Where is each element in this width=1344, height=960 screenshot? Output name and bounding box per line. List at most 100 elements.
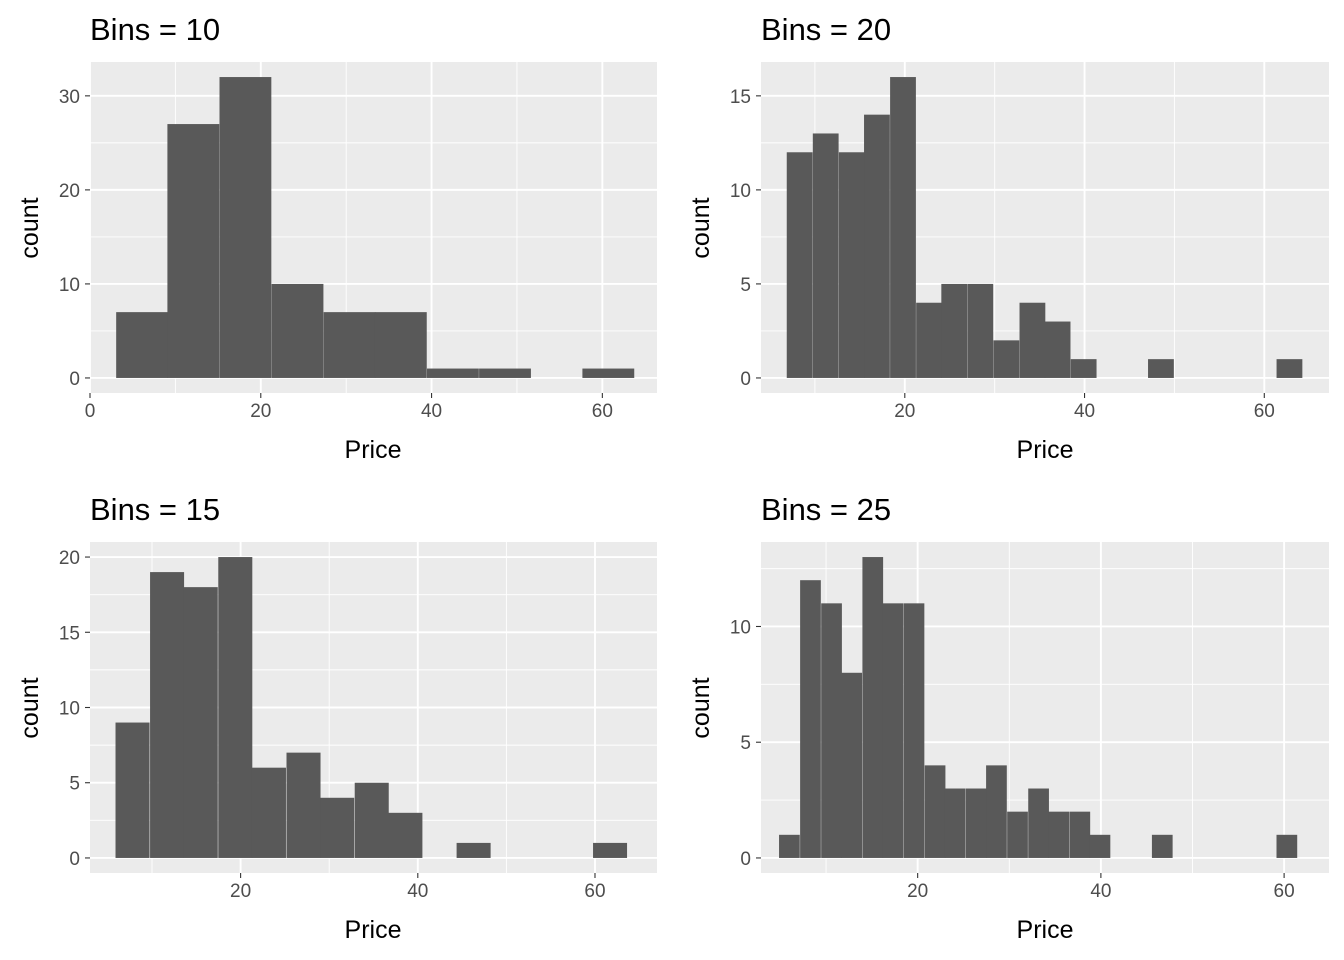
histogram-bar: [219, 77, 272, 378]
axis-ticks: 0 20 40 60 0 10 20 30: [59, 87, 613, 422]
histogram-bar: [251, 767, 286, 858]
histogram-bar: [965, 788, 987, 858]
histogram-bar: [374, 312, 427, 378]
histogram-bar: [116, 312, 169, 378]
y-tick-label: 10: [59, 699, 80, 720]
histogram-bar: [890, 77, 916, 378]
y-tick-label: 15: [59, 623, 80, 644]
y-tick-label: 20: [59, 548, 80, 569]
x-tick-label: 60: [584, 881, 605, 902]
panel-bins-20: 20 40 60 0 5 10 15 Bins = 20 Price count: [687, 12, 1329, 464]
histogram-bar: [320, 797, 355, 858]
histogram-bar: [986, 765, 1007, 858]
axis-ticks: 20 40 60 0 5 10 15 20: [59, 548, 606, 902]
histogram-bar: [271, 283, 324, 378]
y-tick-label: 10: [59, 275, 80, 296]
histogram-bar: [1089, 834, 1111, 858]
y-tick-label: 30: [59, 87, 80, 108]
histogram-bar: [456, 842, 491, 858]
panel-title: Bins = 10: [90, 12, 220, 47]
x-tick-label: 40: [421, 401, 442, 422]
y-tick-label: 0: [69, 849, 80, 870]
x-tick-label: 60: [1254, 401, 1275, 422]
histogram-bar: [993, 340, 1020, 378]
x-tick-label: 40: [1074, 401, 1095, 422]
histogram-bar: [286, 752, 321, 858]
histogram-bar: [944, 788, 966, 858]
x-tick-label: 20: [230, 881, 251, 902]
histogram-bar: [821, 603, 842, 858]
histogram-bar: [388, 812, 423, 858]
histogram-bar: [150, 572, 185, 858]
histogram-bar: [864, 114, 890, 378]
x-axis-title: Price: [1017, 916, 1074, 944]
panel-bins-25: 20 40 60 0 5 10 Bins = 25 Price count: [687, 492, 1329, 944]
histogram-bar: [786, 152, 813, 378]
x-axis-title: Price: [345, 436, 402, 464]
histogram-bar: [1151, 834, 1173, 858]
histogram-bar: [903, 603, 925, 858]
x-axis-title: Price: [1017, 436, 1074, 464]
histogram-bar: [183, 587, 218, 858]
x-tick-label: 20: [894, 401, 915, 422]
y-tick-label: 5: [740, 733, 751, 754]
y-axis-title: count: [16, 197, 44, 258]
histogram-bar: [841, 672, 863, 858]
x-tick-label: 60: [1274, 881, 1295, 902]
x-axis-title: Price: [345, 916, 402, 944]
x-tick-label: 40: [407, 881, 428, 902]
panel-title: Bins = 25: [761, 492, 891, 527]
histogram-bars: [116, 77, 635, 378]
histogram-bar: [838, 152, 865, 378]
histogram-bar: [218, 557, 253, 858]
y-tick-label: 0: [740, 849, 751, 870]
histogram-bar: [916, 302, 942, 378]
x-tick-label: 20: [250, 401, 271, 422]
histogram-bars: [786, 77, 1303, 378]
y-tick-label: 5: [740, 275, 751, 296]
histogram-bar: [1070, 359, 1097, 378]
histogram-bar: [882, 603, 904, 858]
histogram-bar: [582, 368, 635, 378]
histogram-bar: [1148, 359, 1174, 378]
histogram-bar: [1028, 788, 1049, 858]
panel-title: Bins = 15: [90, 492, 220, 527]
histogram-bar: [167, 124, 220, 378]
histogram-bar: [967, 283, 994, 378]
histogram-bar: [1069, 811, 1091, 858]
histogram-bars: [115, 557, 628, 858]
y-tick-label: 5: [69, 774, 80, 795]
histogram-bars: [779, 557, 1298, 858]
y-tick-label: 0: [69, 369, 80, 390]
histogram-bar: [924, 765, 946, 858]
histogram-bar: [593, 842, 628, 858]
histogram-bar: [862, 557, 884, 858]
y-tick-label: 15: [730, 87, 751, 108]
histogram-bar: [1276, 834, 1298, 858]
y-tick-label: 10: [730, 617, 751, 638]
y-tick-label: 0: [740, 369, 751, 390]
y-tick-label: 10: [730, 181, 751, 202]
y-axis-title: count: [687, 197, 715, 258]
y-axis-title: count: [687, 677, 715, 738]
x-tick-label: 20: [907, 881, 928, 902]
histogram-bar: [812, 133, 839, 378]
histogram-bar: [779, 834, 800, 858]
histogram-bar: [941, 283, 968, 378]
histogram-bar: [354, 782, 389, 858]
x-tick-label: 60: [592, 401, 613, 422]
y-tick-label: 20: [59, 181, 80, 202]
axis-ticks: 20 40 60 0 5 10: [730, 617, 1295, 902]
x-tick-label: 0: [85, 401, 96, 422]
histogram-bar: [115, 722, 150, 858]
panel-bins-15: 20 40 60 0 5 10 15 20 Bins = 15 Price count: [16, 492, 657, 944]
histogram-bar: [1048, 811, 1070, 858]
panel-bins-10: 0 20 40 60 0 10 20 30 Bins = 10 Price count: [16, 12, 657, 464]
panel-title: Bins = 20: [761, 12, 891, 47]
axis-ticks: 20 40 60 0 5 10 15: [730, 87, 1275, 422]
histogram-bar: [479, 368, 531, 378]
histogram-bar: [1019, 302, 1046, 378]
histogram-bar: [426, 368, 479, 378]
y-axis-title: count: [16, 677, 44, 738]
